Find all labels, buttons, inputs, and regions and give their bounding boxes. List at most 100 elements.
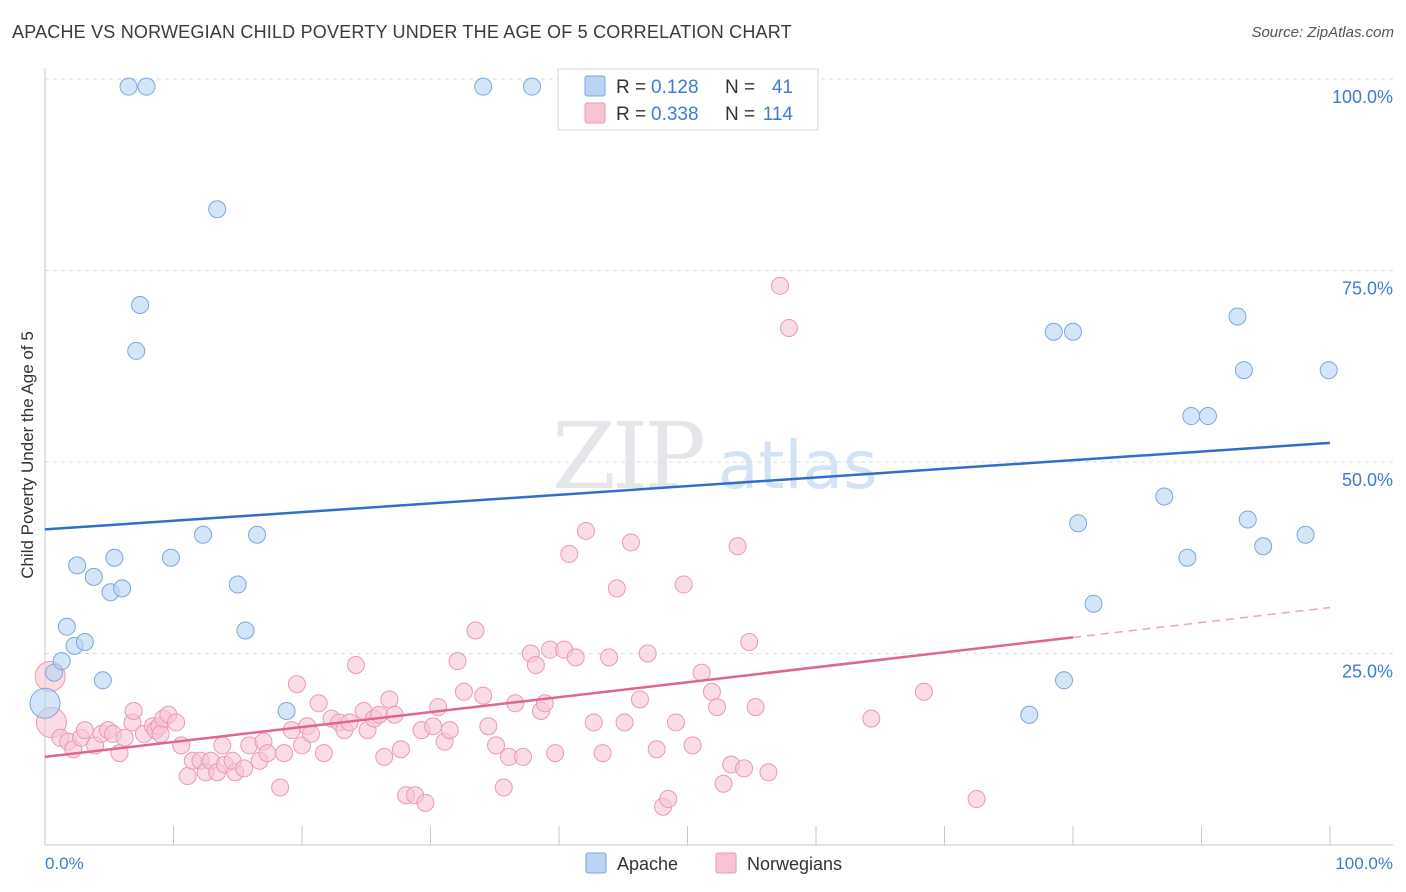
data-point — [647, 740, 666, 759]
legend-n-label-norwegians: N = — [725, 104, 755, 125]
legend-n-value-norwegians: 114 — [763, 104, 794, 125]
data-point — [448, 652, 467, 671]
data-point — [666, 713, 685, 732]
grid — [45, 78, 1393, 654]
y-tick-labels: 25.0% 50.0% 75.0% 100.0% — [1332, 87, 1393, 682]
data-point — [194, 525, 213, 544]
data-point — [131, 295, 150, 314]
data-point — [235, 759, 254, 778]
data-point — [638, 644, 657, 663]
data-point — [52, 652, 71, 671]
data-point — [728, 537, 747, 556]
x-tick-label-0: 0.0% — [45, 854, 84, 873]
data-point — [167, 713, 186, 732]
data-point — [275, 744, 294, 763]
data-point — [161, 548, 180, 567]
data-point — [1178, 548, 1197, 567]
data-point — [600, 648, 619, 667]
data-point — [228, 575, 247, 594]
data-point — [1182, 407, 1201, 426]
legend-bottom-label-norwegians: Norwegians — [747, 854, 842, 874]
data-point — [57, 617, 76, 636]
data-point — [277, 701, 296, 720]
data-point — [84, 567, 103, 586]
data-point — [474, 77, 493, 96]
data-point — [113, 579, 132, 598]
data-point — [1069, 514, 1088, 533]
data-point — [105, 548, 124, 567]
data-point — [258, 744, 277, 763]
y-tick-label: 100.0% — [1332, 87, 1393, 107]
data-point — [287, 675, 306, 694]
apache-trend-line — [44, 441, 1331, 531]
data-point — [1319, 361, 1338, 380]
data-point — [151, 724, 170, 743]
data-point — [584, 713, 603, 732]
data-point — [93, 671, 112, 690]
data-point — [314, 744, 333, 763]
data-point — [309, 694, 328, 713]
data-point — [683, 736, 702, 755]
data-point — [466, 621, 485, 640]
data-point — [301, 724, 320, 743]
data-point — [759, 763, 778, 782]
data-point — [771, 276, 790, 295]
data-point — [1296, 525, 1315, 544]
data-point — [967, 790, 986, 809]
data-point — [127, 341, 146, 360]
data-point — [391, 740, 410, 759]
legend-swatch-norwegians — [584, 102, 606, 124]
apache-points — [29, 77, 1338, 724]
chart-title: APACHE VS NORWEGIAN CHILD POVERTY UNDER … — [12, 22, 792, 42]
data-point — [708, 698, 727, 717]
data-point — [1020, 705, 1039, 724]
data-point — [714, 774, 733, 793]
legend-n-value-apache: 41 — [772, 77, 793, 98]
data-point — [29, 687, 61, 719]
data-point — [248, 525, 267, 544]
watermark-atlas: atlas — [718, 427, 878, 504]
data-point — [416, 793, 435, 812]
data-point — [1198, 407, 1217, 426]
data-point — [75, 633, 94, 652]
data-point — [375, 747, 394, 766]
data-point — [1155, 487, 1174, 506]
data-point — [494, 778, 513, 797]
data-point — [213, 736, 232, 755]
data-point — [346, 655, 365, 674]
data-point — [178, 767, 197, 786]
data-point — [115, 728, 134, 747]
data-point — [630, 690, 649, 709]
data-point — [740, 633, 759, 652]
data-point — [236, 621, 255, 640]
data-point — [370, 705, 389, 724]
data-point — [1044, 322, 1063, 341]
legend-bottom-swatch-apache — [585, 852, 607, 874]
data-point — [75, 721, 94, 740]
x-ticks — [173, 826, 1331, 845]
norwegians-trend-line-dashed — [1072, 606, 1331, 639]
legend-n-label-apache: N = — [725, 77, 755, 98]
data-point — [566, 648, 585, 667]
data-point — [1055, 671, 1074, 690]
legend-r-value-apache: 0.128 — [651, 77, 699, 98]
data-point — [914, 682, 933, 701]
data-point — [526, 655, 545, 674]
watermark: ZIP atlas — [552, 403, 878, 510]
data-point — [119, 77, 138, 96]
data-point — [615, 713, 634, 732]
data-point — [1234, 361, 1253, 380]
data-point — [735, 759, 754, 778]
data-point — [692, 663, 711, 682]
data-point — [1238, 510, 1257, 529]
data-point — [137, 77, 156, 96]
data-point — [659, 790, 678, 809]
watermark-zip: ZIP — [552, 403, 703, 510]
data-point — [68, 556, 87, 575]
data-point — [746, 698, 765, 717]
source-label: Source: ZipAtlas.com — [1251, 24, 1394, 41]
data-point — [424, 717, 443, 736]
data-point — [560, 544, 579, 563]
x-tick-label-100: 100.0% — [1335, 854, 1393, 873]
